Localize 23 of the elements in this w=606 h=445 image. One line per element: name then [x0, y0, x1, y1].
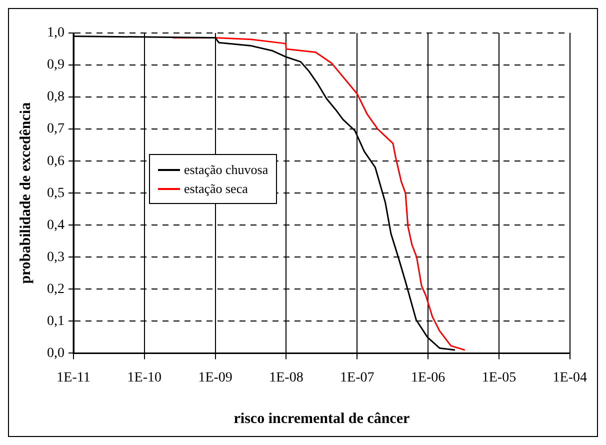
y-tick-label: 0,6	[47, 154, 64, 169]
y-tick-label: 1,0	[47, 26, 64, 41]
y-tick-label: 0,9	[47, 58, 64, 73]
x-tick-label: 1E-10	[127, 370, 162, 386]
legend-label: estação chuvosa	[184, 161, 268, 179]
y-tick-label: 0,5	[47, 186, 64, 201]
x-tick-label: 1E-11	[56, 370, 90, 386]
y-tick-label: 0,0	[47, 346, 64, 361]
x-tick-label: 1E-04	[552, 370, 587, 386]
y-tick-label: 0,3	[47, 250, 64, 265]
x-axis-title: risco incremental de câncer	[234, 410, 410, 427]
x-tick-label: 1E-08	[269, 370, 304, 386]
y-tick-label: 0,2	[47, 282, 64, 297]
x-tick-label: 1E-06	[410, 370, 446, 386]
y-tick-label: 0,7	[47, 122, 64, 137]
y-axis-title: probabilidade de excedência	[18, 102, 34, 284]
y-tick-label: 0,8	[47, 90, 64, 105]
y-tick-label: 0,1	[47, 314, 64, 329]
x-tick-label: 1E-07	[340, 370, 374, 386]
x-tick-label: 1E-05	[482, 370, 516, 386]
y-tick-label: 0,4	[47, 218, 64, 233]
legend-label: estação seca	[184, 180, 248, 198]
x-tick-label: 1E-09	[198, 370, 232, 386]
